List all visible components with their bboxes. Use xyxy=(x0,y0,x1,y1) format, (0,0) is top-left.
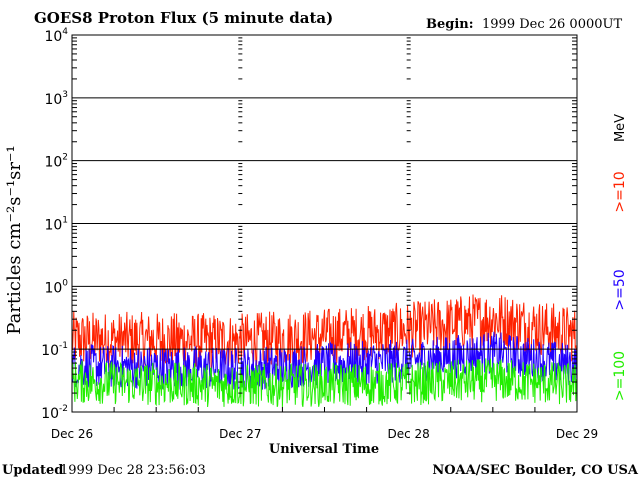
plot-area xyxy=(71,34,578,413)
y-tick-label: 102 xyxy=(44,153,68,171)
legend-entry: >=10 xyxy=(612,171,628,212)
legend: MeV >=10 >=50 >=100 xyxy=(612,114,628,401)
updated-label: Updated xyxy=(2,463,63,478)
legend-unit: MeV xyxy=(613,114,628,142)
legend-entry: >=50 xyxy=(612,269,628,310)
x-tick-label: Dec 29 xyxy=(556,427,598,441)
updated-value: 1999 Dec 28 23:56:03 xyxy=(60,463,206,478)
series-layer xyxy=(71,294,578,408)
y-tick-label: 104 xyxy=(44,27,68,45)
chart-title: GOES8 Proton Flux (5 minute data) xyxy=(34,9,333,27)
x-tick-label: Dec 28 xyxy=(388,427,430,441)
y-tick-labels: 10-2 10-1 100 101 102 103 104 xyxy=(41,27,68,422)
y-tick-label: 103 xyxy=(44,90,68,108)
source-label: NOAA/SEC Boulder, CO USA xyxy=(432,463,639,478)
x-tick-labels: Dec 26 Dec 27 Dec 28 Dec 29 xyxy=(51,427,598,441)
y-tick-label: 101 xyxy=(44,216,68,234)
y-axis-label: Particles cm⁻²s⁻¹sr⁻¹ xyxy=(4,145,25,334)
begin-value: 1999 Dec 26 0000UT xyxy=(482,17,622,32)
legend-entry: >=100 xyxy=(612,351,628,401)
grid-layer xyxy=(72,37,577,412)
plot-frame xyxy=(71,34,578,413)
x-tick-label: Dec 26 xyxy=(51,427,93,441)
series-line-2 xyxy=(71,358,578,408)
y-tick-label: 10-1 xyxy=(41,341,68,359)
begin-label: Begin: xyxy=(426,17,474,32)
x-tick-label: Dec 27 xyxy=(219,427,261,441)
x-axis-label: Universal Time xyxy=(269,442,379,457)
y-tick-label: 10-2 xyxy=(41,404,68,422)
y-tick-label: 100 xyxy=(44,278,68,296)
